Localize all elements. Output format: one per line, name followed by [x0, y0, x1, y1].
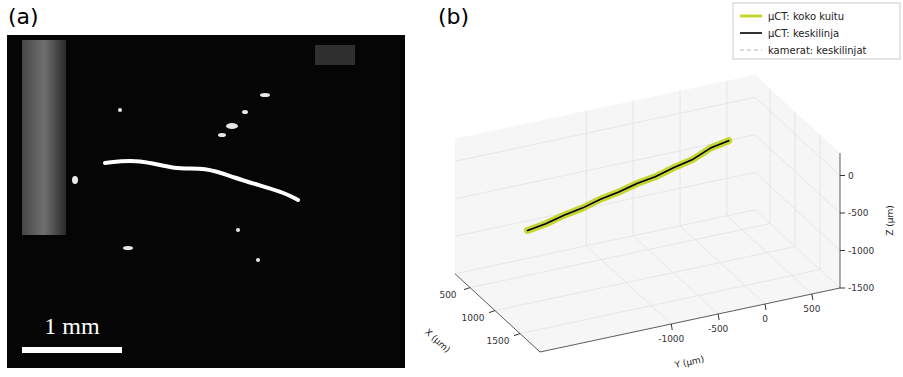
- legend-swatch: [740, 15, 762, 18]
- grid-line: [455, 210, 840, 288]
- legend-label: μCT: keskilinja: [768, 28, 839, 39]
- tick: [840, 213, 845, 214]
- tick-label: 500: [803, 304, 820, 314]
- y-axis-line: [540, 288, 840, 352]
- grid-line: [586, 111, 671, 324]
- figure: (a) 1 mm (b) 500 1000 1500 -1000 -500 0 500 -1500 -…: [0, 0, 903, 377]
- legend-label: kamerat: keskilinjat: [768, 45, 867, 56]
- axis-title: X (μm): [423, 327, 452, 355]
- grid-line: [633, 101, 718, 314]
- legend-swatch: [740, 32, 762, 34]
- panel-a: (a) 1 mm: [7, 4, 405, 368]
- tick: [765, 304, 766, 310]
- speck: [226, 123, 238, 129]
- legend-swatch: [740, 50, 762, 51]
- grid-line: [470, 89, 770, 288]
- tick: [718, 314, 719, 320]
- sample-holder: [22, 40, 66, 235]
- tick: [812, 294, 813, 300]
- tick: [840, 250, 845, 251]
- tick: [514, 334, 520, 336]
- x-axis-line: [455, 274, 540, 352]
- tick: [464, 288, 470, 290]
- speck: [242, 110, 248, 114]
- grid-line: [455, 135, 840, 213]
- pane: [455, 75, 755, 274]
- tick-label: 0: [762, 314, 768, 324]
- grid-line: [455, 172, 840, 250]
- grid-line: [680, 91, 765, 304]
- speck: [236, 228, 240, 232]
- fiber-image: [105, 161, 298, 200]
- legend-box: [733, 3, 900, 59]
- tick-label: 1000: [462, 313, 485, 323]
- grid-line: [520, 135, 820, 334]
- tick-label: -1000: [658, 334, 684, 344]
- grid-line: [455, 97, 840, 175]
- legend: μCT: koko kuitu μCT: keskilinja kamerat: k…: [733, 3, 900, 59]
- speck: [72, 176, 78, 184]
- legend-label: μCT: koko kuitu: [768, 11, 844, 22]
- z-axis-line: [840, 153, 841, 288]
- speck: [260, 93, 270, 97]
- tick-label: -1000: [848, 246, 874, 256]
- image-background: [7, 35, 405, 368]
- tick: [840, 288, 845, 289]
- axis-title: Y (μm): [673, 354, 705, 370]
- scale-bar-label: 1 mm: [44, 313, 100, 339]
- tick-label: 500: [439, 290, 456, 300]
- tick-label: -500: [708, 324, 729, 334]
- tick-label: -500: [848, 208, 869, 218]
- grid: [455, 81, 840, 334]
- plot-area: [528, 140, 730, 230]
- speck: [118, 108, 122, 112]
- scale-bar: [22, 347, 122, 353]
- tick: [489, 311, 495, 313]
- axis-title: Z (μm): [885, 205, 895, 236]
- image-feature: [315, 45, 355, 65]
- speck: [256, 258, 260, 262]
- panel-label: (a): [8, 4, 39, 29]
- tick: [671, 324, 672, 330]
- series-line: [528, 140, 729, 230]
- speck: [123, 246, 133, 250]
- tick: [840, 175, 845, 176]
- grid-line: [727, 81, 812, 294]
- series-line: [528, 141, 729, 231]
- speck: [218, 133, 226, 137]
- tick-label: 1500: [487, 336, 510, 346]
- tick-label: -1500: [848, 283, 874, 293]
- panel-label: (b): [438, 4, 469, 29]
- pane: [755, 75, 840, 288]
- series-line: [528, 141, 729, 231]
- panel-b: (b) 500 1000 1500 -1000 -500 0 500 -1500 -1000 -50…: [423, 3, 900, 370]
- tick-label: 0: [848, 171, 854, 181]
